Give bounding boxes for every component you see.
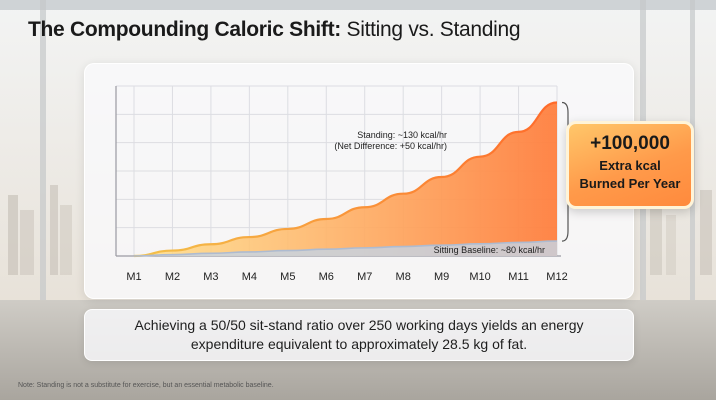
title-rest: Sitting vs. Standing [346, 18, 521, 41]
callout-box: +100,000 Extra kcal Burned Per Year [566, 121, 694, 209]
standing-area [134, 102, 557, 256]
x-tick-label: M6 [319, 271, 334, 283]
summary-text: Achieving a 50/50 sit-stand ratio over 2… [134, 317, 584, 352]
x-tick-label: M12 [546, 271, 567, 283]
x-tick-label: M1 [126, 271, 141, 283]
footnote: Note: Standing is not a substitute for e… [18, 382, 274, 389]
callout-value: +100,000 [590, 133, 670, 154]
x-tick-label: M9 [434, 271, 449, 283]
x-tick-label: M7 [357, 271, 372, 283]
sitting-label: Sitting Baseline: ~80 kcal/hr [434, 245, 545, 255]
x-tick-label: M4 [242, 271, 257, 283]
sitting-line [133, 240, 558, 257]
page-title: The Compounding Caloric Shift: Sitting v… [28, 18, 521, 42]
x-tick-label: M11 [508, 271, 529, 283]
x-tick-label: M2 [165, 271, 180, 283]
standing-line [133, 101, 558, 258]
callout-line1: Extra kcal [599, 158, 661, 173]
standing-label: Standing: ~130 kcal/hr [357, 130, 447, 140]
x-tick-label: M3 [203, 271, 218, 283]
x-tick-label: M10 [469, 271, 490, 283]
x-tick-label: M8 [396, 271, 411, 283]
title-bold: The Compounding Caloric Shift: [28, 18, 341, 41]
x-tick-label: M5 [280, 271, 295, 283]
callout-line2: Burned Per Year [579, 176, 681, 191]
summary-box: Achieving a 50/50 sit-stand ratio over 2… [84, 309, 634, 361]
standing-sub-label: (Net Difference: +50 kcal/hr) [334, 141, 447, 151]
